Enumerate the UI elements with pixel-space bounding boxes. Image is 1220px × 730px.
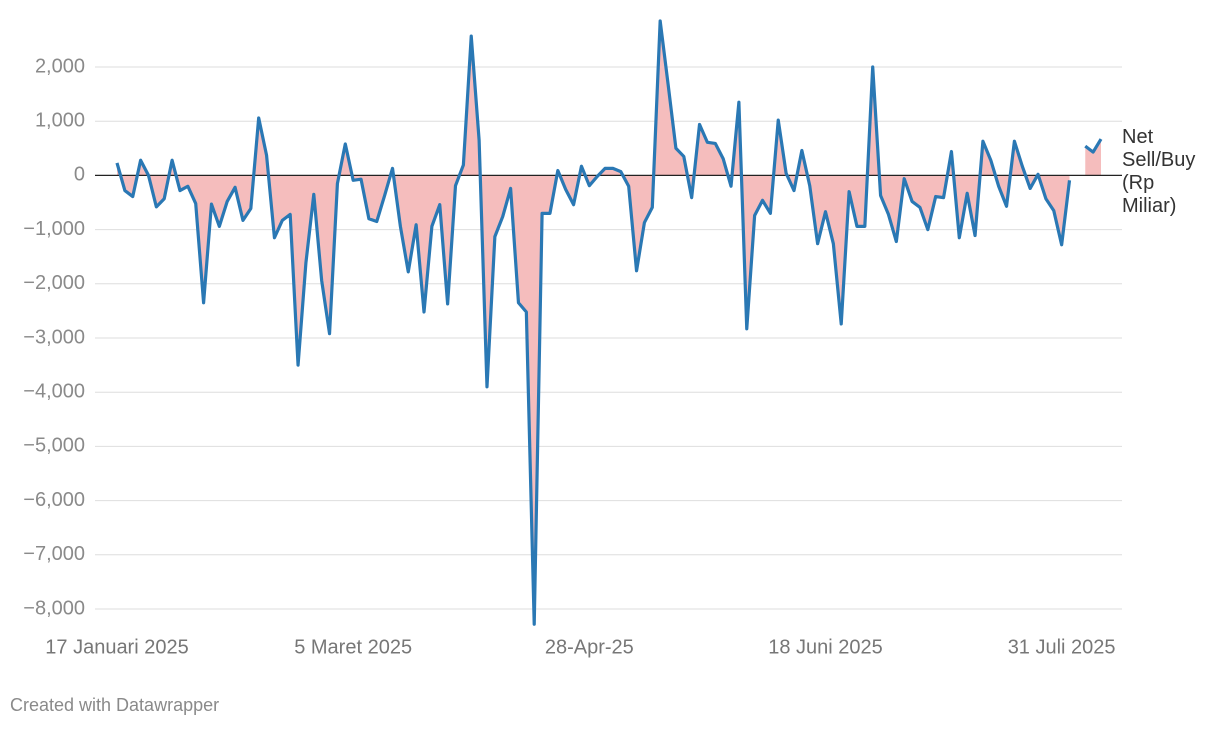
area	[117, 20, 1101, 625]
y-tick-label: −7,000	[23, 543, 85, 565]
line	[115, 19, 1103, 626]
y-tick-label: −3,000	[23, 326, 85, 348]
x-tick-label: 28-Apr-25	[545, 636, 634, 658]
y-tick-label: 2,000	[35, 55, 85, 77]
y-tick-label: −1,000	[23, 218, 85, 240]
y-tick-label: −2,000	[23, 272, 85, 294]
y-tick-label: −5,000	[23, 435, 85, 457]
y-tick-label: −8,000	[23, 597, 85, 619]
footer: Created with Datawrapper	[10, 695, 220, 715]
y-tick-label: 1,000	[35, 109, 85, 131]
y-tick-label: −6,000	[23, 489, 85, 511]
x-tick-label: 17 Januari 2025	[45, 636, 188, 658]
y-tick-label: −4,000	[23, 380, 85, 402]
x-tick-label: 31 Juli 2025	[1008, 636, 1116, 658]
x-tick-label: 18 Juni 2025	[768, 636, 883, 658]
series-label: Net Sell/Buy (Rp Miliar)	[1122, 126, 1196, 217]
x-tick-label: 5 Maret 2025	[294, 636, 412, 658]
y-tick-label: 0	[74, 164, 85, 186]
